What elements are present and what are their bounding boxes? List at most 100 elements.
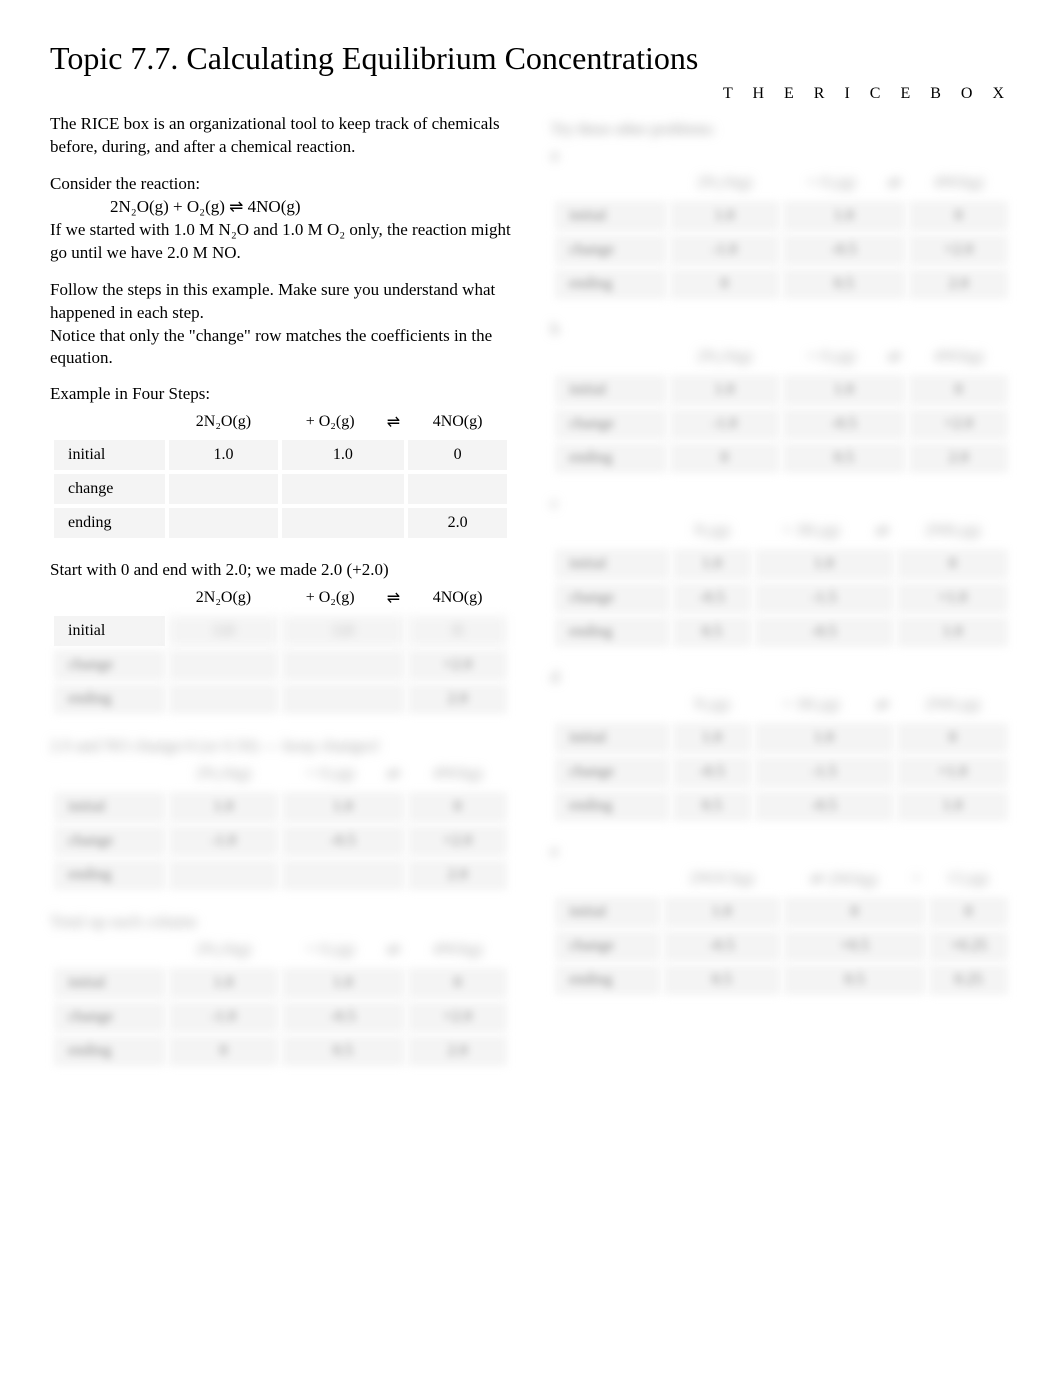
- cell: [280, 682, 407, 716]
- cell: 0.5: [781, 441, 908, 475]
- cell: 0.5: [781, 267, 908, 301]
- cell: 0: [782, 895, 927, 929]
- cell: 0: [895, 721, 1010, 755]
- cell: 0: [927, 895, 1010, 929]
- cell: +2.0: [406, 824, 509, 858]
- intro-paragraph-1: The RICE box is an organizational tool t…: [50, 113, 511, 159]
- reaction-equation: 2N₂O(g) + O₂(g) ⇌ 4NO(g): [50, 197, 301, 216]
- cell: -1.0: [167, 824, 279, 858]
- cell: 1.0: [167, 790, 279, 824]
- row-label: initial: [52, 790, 167, 824]
- col-header: N₂(g): [671, 691, 752, 721]
- col-header: + 3H₂(g): [753, 517, 870, 547]
- row-label: ending: [52, 506, 167, 540]
- cell: 1.0: [167, 438, 279, 472]
- cell: [167, 472, 279, 506]
- row-label: initial: [52, 438, 167, 472]
- cell: [167, 648, 279, 682]
- cell: -1.0: [668, 407, 780, 441]
- cell: +1.0: [895, 755, 1010, 789]
- cell: 1.0: [671, 721, 752, 755]
- cell: 0.5: [782, 963, 927, 997]
- rice-table-problem: N₂(g)+ 3H₂(g)⇌2NH₃(g)initial1.01.00chang…: [551, 517, 1012, 651]
- problem-label: e: [551, 843, 1012, 861]
- steps-instruction: Follow the steps in this example. Make s…: [50, 280, 495, 322]
- row-label: change: [553, 581, 671, 615]
- header-subtitle: T H E R I C E B O X: [50, 85, 1012, 103]
- problem-label: c: [551, 495, 1012, 513]
- cell: +2.0: [406, 648, 509, 682]
- cell: 1.0: [668, 199, 780, 233]
- cell: [406, 472, 509, 506]
- row-label: change: [52, 472, 167, 506]
- cell: -1.5: [753, 581, 896, 615]
- cell: 2.0: [406, 506, 509, 540]
- cell: -1.0: [167, 1000, 279, 1034]
- rice-table-step2: 2N₂O(g) + O₂(g) ⇌ 4NO(g) initial 1.0 1.0…: [50, 584, 511, 718]
- row-label: ending: [553, 615, 671, 649]
- cell: 0: [895, 547, 1010, 581]
- cell: 0: [907, 199, 1010, 233]
- cell: 0: [406, 966, 509, 1000]
- rice-table-problem: 2N₂O(g)+ O₂(g)⇌4NO(g)initial1.01.00chang…: [551, 343, 1012, 477]
- col-header: + 3H₂(g): [753, 691, 870, 721]
- cell: +2.0: [406, 1000, 509, 1034]
- col-header: ⇌: [381, 584, 406, 614]
- cell: 1.0: [280, 966, 407, 1000]
- cell: 0.5: [280, 1034, 407, 1068]
- caption-step4: Total up each column: [50, 912, 511, 932]
- cell: -0.5: [280, 824, 407, 858]
- rice-table-step1: 2N₂O(g) + O₂(g) ⇌ 4NO(g) initial 1.0 1.0…: [50, 408, 511, 542]
- cell: 0.5: [671, 615, 752, 649]
- col-header: + O₂(g): [781, 169, 882, 199]
- col-header: 4NO(g): [406, 408, 509, 438]
- cell: 0: [907, 373, 1010, 407]
- cell: [280, 858, 407, 892]
- col-header: ⇌: [882, 169, 907, 199]
- cell: [167, 506, 279, 540]
- row-label: ending: [52, 682, 167, 716]
- cell: 1.0: [167, 966, 279, 1000]
- cell: 0: [406, 438, 509, 472]
- row-label: change: [553, 407, 668, 441]
- cell: 1.0: [753, 547, 896, 581]
- cell: -0.5: [671, 581, 752, 615]
- cell: 1.0: [280, 614, 407, 648]
- row-label: change: [553, 929, 662, 963]
- rice-table-problem: N₂(g)+ 3H₂(g)⇌2NH₃(g)initial1.01.00chang…: [551, 691, 1012, 825]
- cell: 0.5: [671, 789, 752, 823]
- row-label: change: [553, 233, 668, 267]
- col-header: 2NOCl(g): [662, 865, 782, 895]
- page-title: Topic 7.7. Calculating Equilibrium Conce…: [50, 40, 1012, 77]
- cell: [280, 506, 407, 540]
- col-header: [553, 865, 662, 895]
- row-label: ending: [553, 441, 668, 475]
- cell: 1.0: [167, 614, 279, 648]
- col-header: 2NH₃(g): [895, 691, 1010, 721]
- row-label: initial: [553, 547, 671, 581]
- right-tables-container: a 2N₂O(g)+ O₂(g)⇌4NO(g)initial1.01.00chan…: [551, 147, 1012, 999]
- cell: -1.5: [753, 755, 896, 789]
- caption-step3: 2.0 and NO change/4 (or 0.50) — keep cha…: [50, 736, 511, 756]
- caption-step2: Start with 0 and end with 2.0; we made 2…: [50, 560, 511, 580]
- cell: +0.5: [782, 929, 927, 963]
- cell: -0.5: [781, 407, 908, 441]
- row-label: change: [52, 824, 167, 858]
- col-header: 2N₂O(g): [668, 343, 780, 373]
- col-header: N₂(g): [671, 517, 752, 547]
- row-label: change: [52, 1000, 167, 1034]
- right-caption: Try these other problems:: [551, 121, 1012, 139]
- cell: +2.0: [907, 407, 1010, 441]
- cell: 1.0: [895, 789, 1010, 823]
- col-header: ⇌: [870, 517, 895, 547]
- col-header: 2N₂O(g): [167, 936, 279, 966]
- cell: -0.5: [753, 789, 896, 823]
- cell: 1.0: [753, 721, 896, 755]
- row-label: ending: [553, 267, 668, 301]
- col-header: 4NO(g): [406, 584, 509, 614]
- problem-label: a: [551, 147, 1012, 165]
- col-header: 2N₂O(g): [167, 760, 279, 790]
- col-header: [553, 343, 668, 373]
- col-header: ⇌: [381, 760, 406, 790]
- coefficients-note: Notice that only the "change" row matche…: [50, 326, 492, 368]
